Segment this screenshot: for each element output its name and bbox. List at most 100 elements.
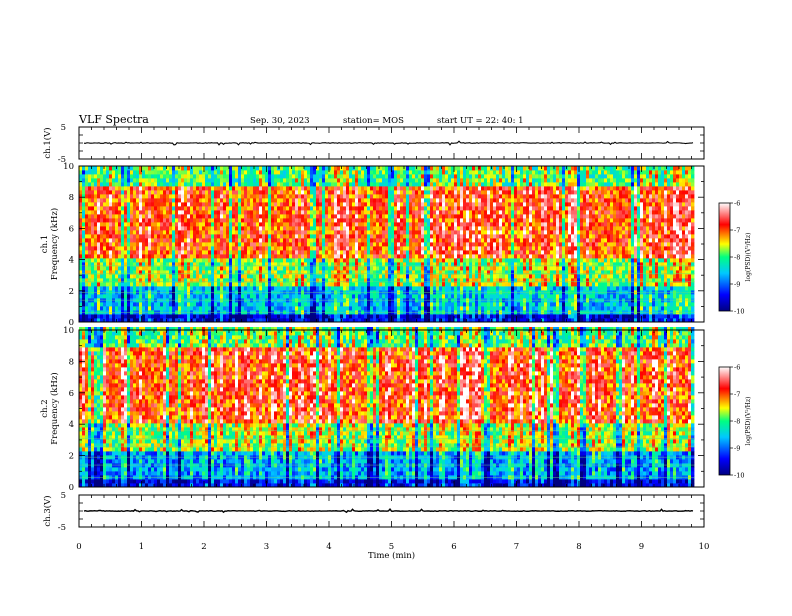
spectrogram-cell (442, 226, 445, 230)
spectrogram-cell (451, 178, 454, 182)
spectrogram-cell (397, 190, 400, 194)
spectrogram-cell (430, 234, 433, 238)
spectrogram-cell (397, 178, 400, 182)
spectrogram-cell (211, 242, 214, 246)
spectrogram-cell (259, 266, 262, 270)
spectrogram-cell (115, 306, 118, 310)
spectrogram-cell (310, 266, 313, 270)
spectrogram-cell (313, 234, 316, 238)
spectrogram-cell (292, 194, 295, 198)
spectrogram-cell (208, 238, 211, 242)
spectrogram-cell (160, 194, 163, 198)
spectrogram-cell (295, 230, 298, 234)
spectrogram-cell (82, 274, 85, 278)
spectrogram-cell (349, 174, 352, 178)
spectrogram-cell (325, 250, 328, 254)
spectrogram-cell (445, 302, 448, 306)
spectrogram-cell (415, 186, 418, 190)
spectrogram-cell (163, 274, 166, 278)
spectrogram-cell (256, 210, 259, 214)
spectrogram-cell (157, 314, 160, 318)
spectrogram-cell (229, 214, 232, 218)
spectrogram-cell (259, 302, 262, 306)
spectrogram-cell (271, 234, 274, 238)
spectrogram-cell (451, 210, 454, 214)
spectrogram-cell (415, 266, 418, 270)
spectrogram-cell (361, 258, 364, 262)
spectrogram-cell (430, 166, 433, 170)
spectrogram-cell (79, 238, 82, 242)
spectrogram-cell (445, 230, 448, 234)
spectrogram-cell (97, 166, 100, 170)
spectrogram-cell (124, 210, 127, 214)
spectrogram-cell (253, 214, 256, 218)
spectrogram-cell (193, 194, 196, 198)
spectrogram-cell (376, 302, 379, 306)
spectrogram-cell (343, 222, 346, 226)
spectrogram-cell (313, 230, 316, 234)
spectrogram-cell (364, 182, 367, 186)
spectrogram-cell (319, 210, 322, 214)
spectrogram-cell (403, 310, 406, 314)
spectrogram-cell (304, 258, 307, 262)
spectrogram-cell (394, 202, 397, 206)
spectrogram-cell (232, 190, 235, 194)
spectrogram-cell (286, 202, 289, 206)
spectrogram-cell (271, 246, 274, 250)
spectrogram-cell (205, 274, 208, 278)
spectrogram-cell (301, 210, 304, 214)
spectrogram-cell (448, 198, 451, 202)
spectrogram-cell (253, 202, 256, 206)
spectrogram-cell (235, 174, 238, 178)
spectrogram-cell (238, 166, 241, 170)
spectrogram-cell (358, 230, 361, 234)
spectrogram-cell (346, 306, 349, 310)
spectrogram-cell (196, 282, 199, 286)
spectrogram-cell (241, 214, 244, 218)
spectrogram-cell (313, 182, 316, 186)
spectrogram-cell (370, 178, 373, 182)
spectrogram-cell (241, 178, 244, 182)
spectrogram-cell (106, 310, 109, 314)
spectrogram-cell (94, 174, 97, 178)
spectrogram-cell (385, 242, 388, 246)
spectrogram-cell (340, 178, 343, 182)
spectrogram-cell (334, 182, 337, 186)
spectrogram-cell (148, 250, 151, 254)
spectrogram-cell (124, 254, 127, 258)
spectrogram-cell (238, 170, 241, 174)
spectrogram-cell (217, 242, 220, 246)
spectrogram-cell (121, 194, 124, 198)
spectrogram-cell (118, 218, 121, 222)
spectrogram-cell (232, 274, 235, 278)
spectrogram-cell (421, 286, 424, 290)
spectrogram-cell (388, 190, 391, 194)
spectrogram-cell (295, 210, 298, 214)
spectrogram-cell (88, 258, 91, 262)
spectrogram-cell (370, 202, 373, 206)
spectrogram-cell (364, 242, 367, 246)
spectrogram-cell (226, 194, 229, 198)
spectrogram-cell (121, 306, 124, 310)
spectrogram-cell (364, 286, 367, 290)
spectrogram-cell (187, 190, 190, 194)
spectrogram-cell (289, 170, 292, 174)
spectrogram-cell (199, 222, 202, 226)
spectrogram-cell (286, 198, 289, 202)
spectrogram-cell (391, 178, 394, 182)
spectrogram-cell (388, 314, 391, 318)
spectrogram-cell (187, 302, 190, 306)
spectrogram-cell (322, 266, 325, 270)
spectrogram-cell (187, 186, 190, 190)
spectrogram-cell (436, 238, 439, 242)
spectrogram-cell (220, 266, 223, 270)
spectrogram-cell (283, 294, 286, 298)
spectrogram-cell (424, 222, 427, 226)
spectrogram-cell (163, 226, 166, 230)
spectrogram-cell (223, 170, 226, 174)
spectrogram-cell (160, 258, 163, 262)
spectrogram-cell (202, 310, 205, 314)
spectrogram-cell (241, 226, 244, 230)
spectrogram-cell (382, 242, 385, 246)
spectrogram-cell (355, 218, 358, 222)
